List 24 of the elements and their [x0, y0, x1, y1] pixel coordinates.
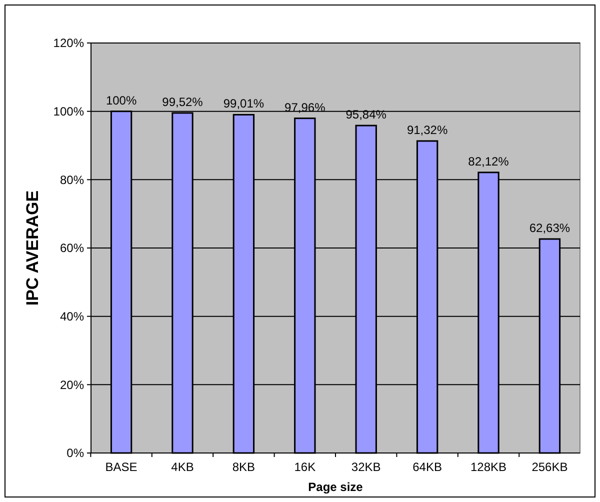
- y-tick-label: 80%: [60, 172, 84, 187]
- data-label: 99,01%: [223, 96, 264, 111]
- x-tick-label: 32KB: [351, 460, 381, 474]
- y-tick-label: 120%: [53, 36, 84, 50]
- y-tick-label: 40%: [60, 310, 84, 324]
- x-tick-label: BASE: [105, 460, 138, 474]
- x-tick-label: 128KB: [470, 460, 507, 474]
- data-label: 62,63%: [529, 221, 570, 236]
- x-tick-label: 16K: [294, 460, 316, 474]
- x-tick-label: 8KB: [232, 460, 256, 474]
- y-tick-label: 20%: [60, 378, 84, 392]
- data-label: 91,32%: [406, 122, 448, 137]
- x-axis-title: Page size: [308, 480, 364, 494]
- y-tick-label: 60%: [60, 241, 84, 256]
- x-tick-label: 64KB: [412, 460, 442, 474]
- data-label: 99,52%: [162, 94, 204, 109]
- data-label: 100%: [106, 93, 137, 108]
- x-tick-label: 256KB: [532, 460, 568, 474]
- y-tick-label: 100%: [53, 104, 84, 119]
- y-tick-label: 0%: [66, 446, 84, 460]
- y-axis-title: IPC AVERAGE: [23, 190, 42, 306]
- data-label: 95,84%: [346, 108, 387, 122]
- x-tick-label: 4KB: [171, 460, 194, 474]
- data-label: 82,12%: [468, 154, 510, 168]
